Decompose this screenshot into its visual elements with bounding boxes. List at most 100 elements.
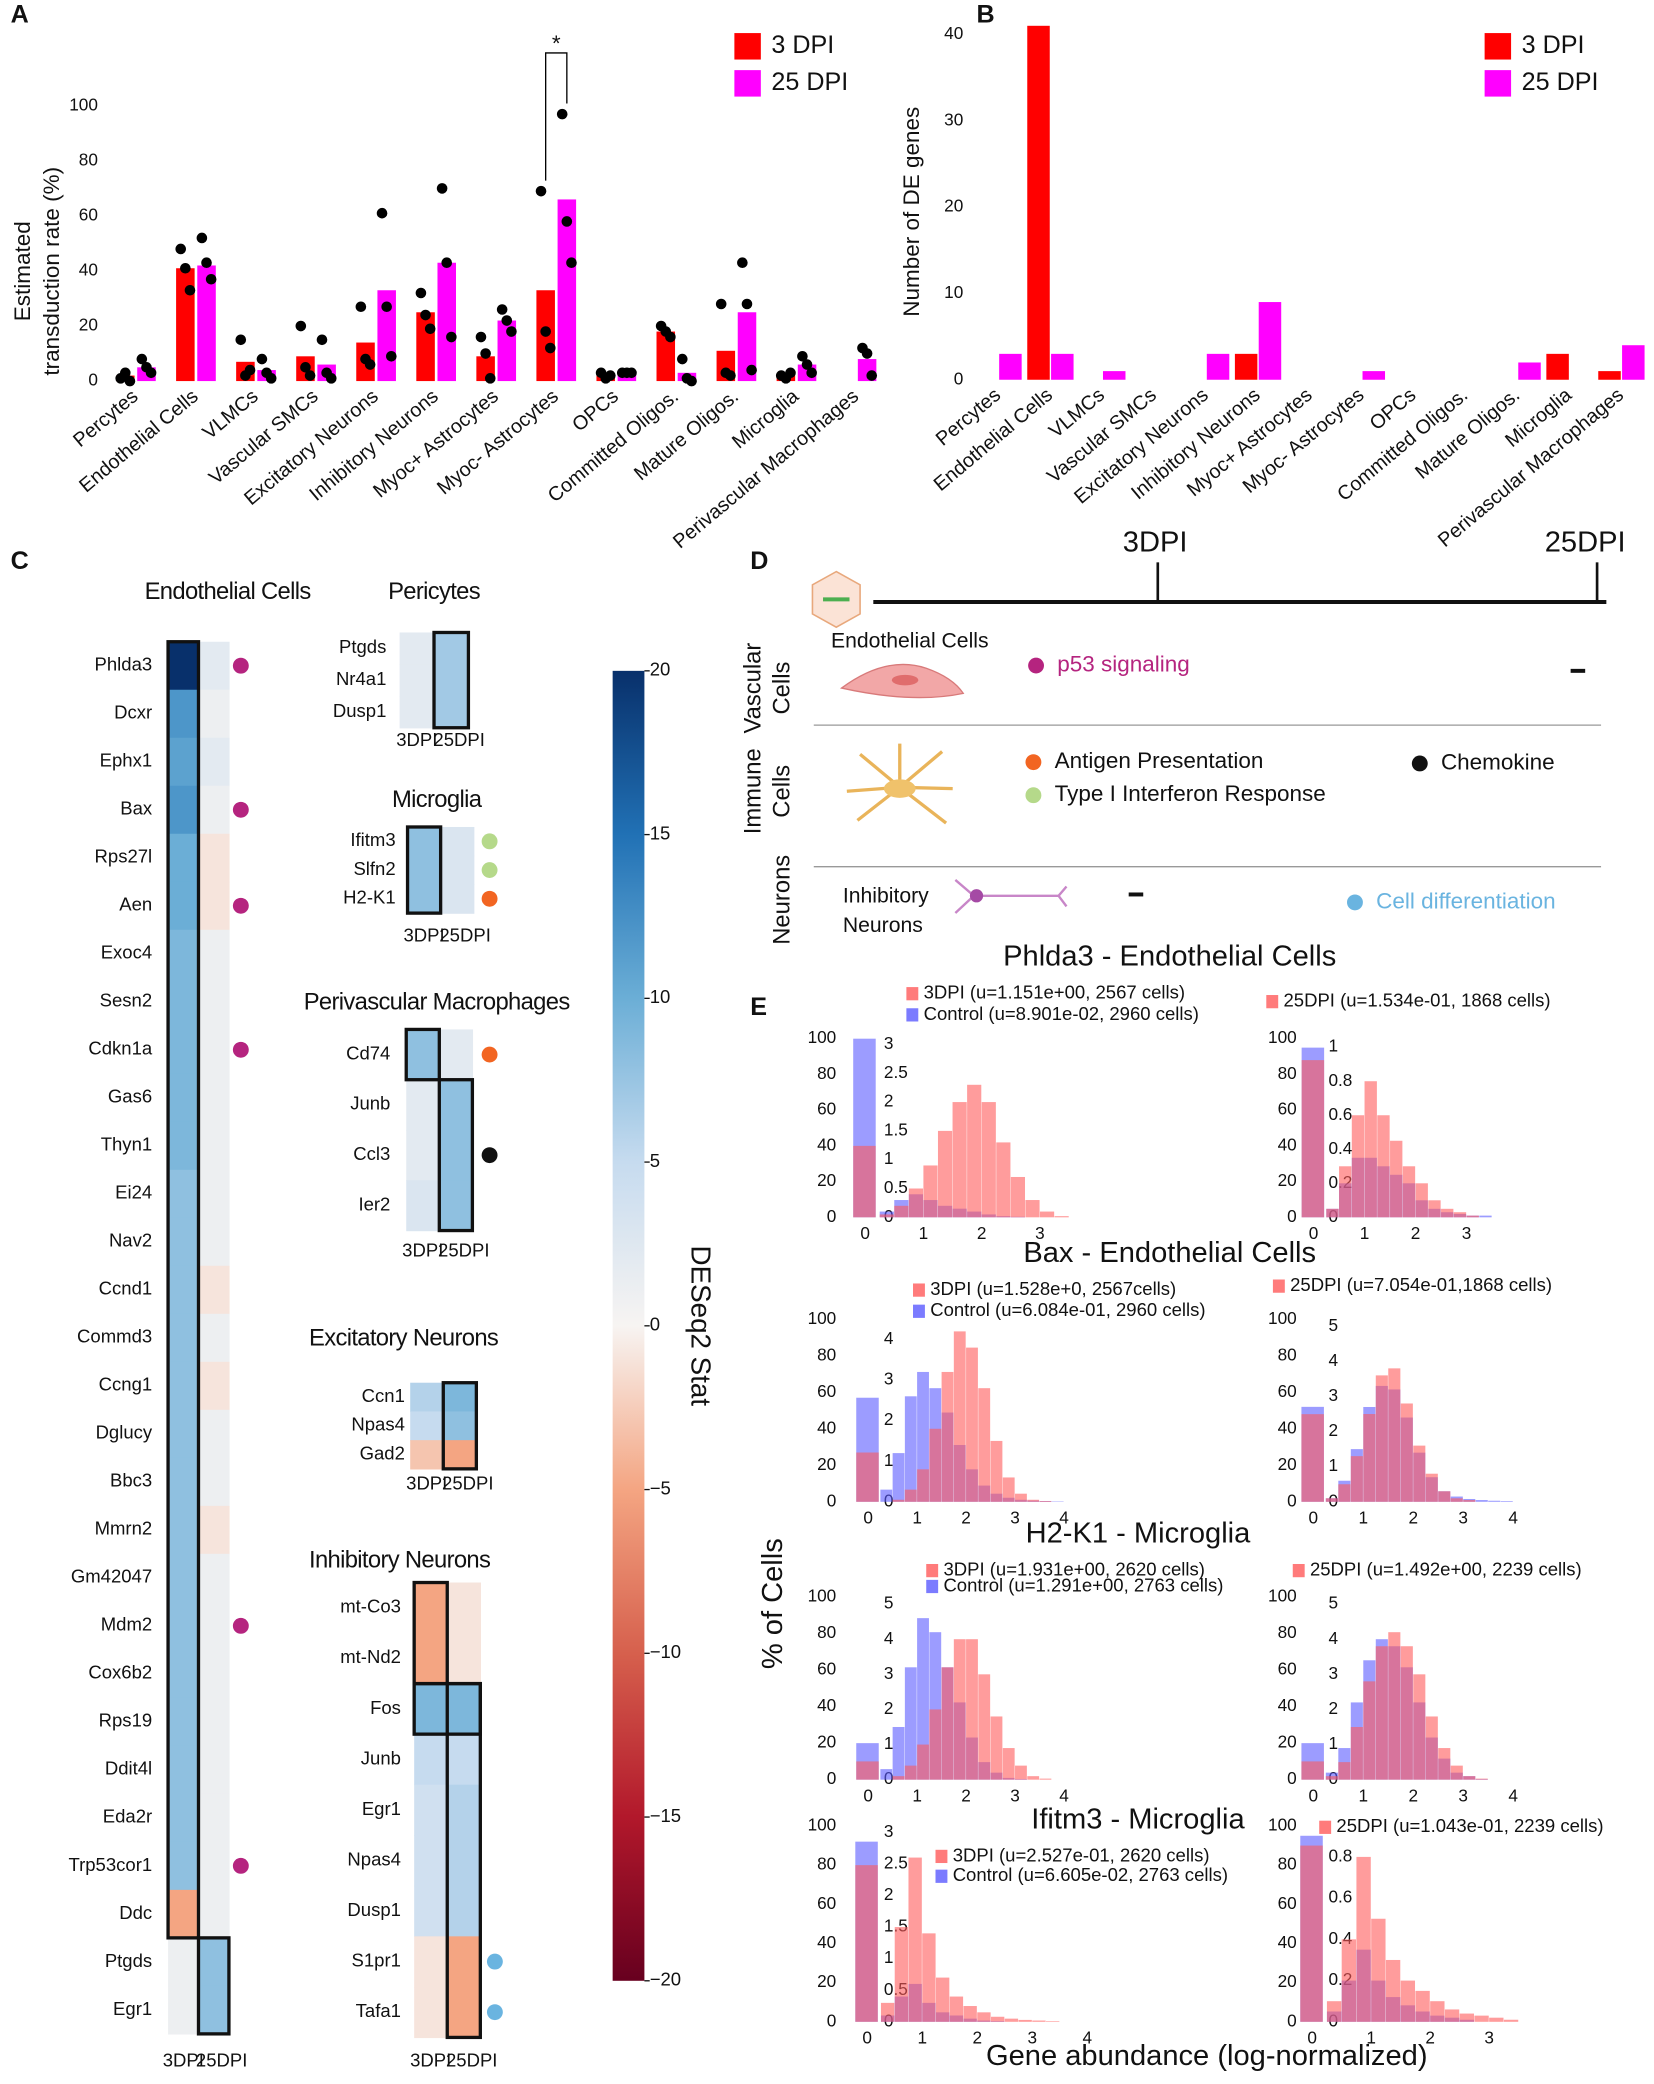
legend-swatch xyxy=(734,70,761,97)
pathway-label: Chemokine xyxy=(1441,749,1555,774)
histogram-bar xyxy=(1032,2020,1046,2022)
histogram-bar xyxy=(1025,1200,1040,1218)
heatmap-cell xyxy=(434,632,470,665)
y-tick-label: 30 xyxy=(944,109,963,129)
zero-bar xyxy=(856,1761,879,1780)
row-title: H2-K1 - Microglia xyxy=(1026,1518,1252,1550)
heatmap-cell xyxy=(439,1029,474,1081)
heatmap-cell xyxy=(414,1582,448,1634)
nucleus-icon xyxy=(891,674,919,686)
histogram-bar xyxy=(1500,1501,1513,1502)
gene-label: Sesn2 xyxy=(100,990,153,1011)
heatmap-cell xyxy=(198,1649,230,1699)
bar xyxy=(416,312,435,382)
histogram-bar xyxy=(1002,1477,1015,1502)
heatmap-cell xyxy=(407,855,442,886)
x-tick-label: 1 xyxy=(1359,1508,1369,1528)
gene-label: mt-Co3 xyxy=(340,1596,401,1617)
histogram-bar xyxy=(1438,1748,1451,1780)
y2-tick-label: 1.5 xyxy=(884,1119,908,1139)
group-label: Cells xyxy=(769,765,796,818)
histogram-bar xyxy=(880,2002,895,2022)
heatmap-cell xyxy=(447,1582,481,1634)
y-tick-label: 0 xyxy=(1287,1768,1297,1788)
y-tick-label: 0 xyxy=(1287,2010,1297,2030)
histogram-bar xyxy=(1466,1215,1479,1218)
gene-label: Phlda3 xyxy=(95,654,153,675)
pathway-label: Antigen Presentation xyxy=(1055,748,1264,773)
heatmap-cell xyxy=(440,855,475,886)
gene-label: Tafa1 xyxy=(356,2000,401,2021)
histogram-bar xyxy=(1338,1484,1351,1502)
gene-label: Gm42047 xyxy=(71,1566,152,1587)
heatmap-cell xyxy=(439,1129,474,1181)
heatmap-cell xyxy=(168,1553,200,1603)
y-tick-label: 0 xyxy=(827,1490,837,1510)
histogram-bar xyxy=(904,1396,917,1502)
heatmap-title: Perivascular Macrophages xyxy=(304,988,571,1015)
significance-box xyxy=(445,1681,482,2040)
data-point xyxy=(244,364,256,376)
histogram-bar xyxy=(1430,2001,1445,2022)
x-tick-label: 4 xyxy=(1059,1785,1069,1805)
bar xyxy=(1622,345,1645,380)
pathway-dot xyxy=(481,1147,498,1164)
heatmap-cell xyxy=(447,1683,481,1735)
gene-label: Commd3 xyxy=(77,1326,152,1347)
heatmap-cell xyxy=(447,1885,481,1937)
gene-label: Ptgds xyxy=(339,636,386,657)
histogram-bar xyxy=(1390,1140,1403,1218)
x-tick-label: 0 xyxy=(863,1508,873,1528)
heatmap-cell xyxy=(410,1440,444,1470)
y2-tick-label: 2.5 xyxy=(884,1852,908,1872)
histogram-bar xyxy=(1402,1166,1416,1218)
x-tick-label: 0 xyxy=(1307,2028,1317,2048)
y-tick-label: 80 xyxy=(817,1344,836,1364)
heatmap-cell xyxy=(198,1601,230,1651)
data-point xyxy=(626,367,637,379)
y-tick-label: 100 xyxy=(808,1027,837,1047)
histogram-bar xyxy=(929,1709,942,1780)
heatmap-cell xyxy=(168,1745,200,1795)
histogram-bar xyxy=(880,1769,893,1780)
histogram-bar xyxy=(963,2006,977,2022)
y-tick-label: 40 xyxy=(817,1932,836,1952)
y-tick-label: 60 xyxy=(817,1381,836,1401)
heatmap-cell xyxy=(410,1411,444,1441)
y-tick-label: 80 xyxy=(1278,1063,1297,1083)
pathway-label: p53 signaling xyxy=(1057,651,1190,676)
x-tick-label: 3 xyxy=(1458,1785,1468,1805)
gene-label: Ccl3 xyxy=(353,1143,390,1164)
y-tick-label: 80 xyxy=(1278,1622,1297,1642)
gene-label: Npas4 xyxy=(351,1414,405,1435)
panel-label: D xyxy=(750,547,768,575)
data-point xyxy=(715,298,727,310)
y-tick-label: 100 xyxy=(1268,1027,1297,1047)
gene-label: Ptgds xyxy=(105,1950,152,1971)
y-tick-label: 80 xyxy=(817,1854,836,1874)
histogram-bar xyxy=(1363,1414,1376,1502)
colorbar-tick-label: −10 xyxy=(650,1641,681,1662)
x-tick-label: 0 xyxy=(1309,1223,1319,1243)
heatmap-title: Inhibitory Neurons xyxy=(309,1547,491,1574)
gene-label: Dusp1 xyxy=(347,1899,401,1920)
data-point xyxy=(136,353,148,365)
heatmap-cell xyxy=(198,1313,230,1363)
y2-tick-label: 0.5 xyxy=(884,1177,908,1197)
y2-tick-label: 1 xyxy=(884,1947,894,1967)
x-tick-label: 2 xyxy=(1425,2028,1435,2048)
heatmap-cell xyxy=(168,1697,200,1747)
histogram-bar xyxy=(1400,1646,1413,1780)
legend-label: Control (u=6.084e-01, 2960 cells) xyxy=(930,1299,1205,1320)
histogram-bar xyxy=(1018,2019,1032,2022)
x-tick-label: 1 xyxy=(1360,1223,1370,1243)
pathway-dot xyxy=(481,862,498,878)
bar xyxy=(1234,353,1258,380)
y-tick-label: 0 xyxy=(827,2010,837,2030)
data-point xyxy=(556,108,568,120)
significance-box xyxy=(404,1027,441,1082)
gene-label: Dglucy xyxy=(96,1422,153,1443)
data-point xyxy=(545,342,556,354)
panel-label: B xyxy=(977,1,995,29)
y2-tick-label: 3 xyxy=(884,1663,894,1683)
